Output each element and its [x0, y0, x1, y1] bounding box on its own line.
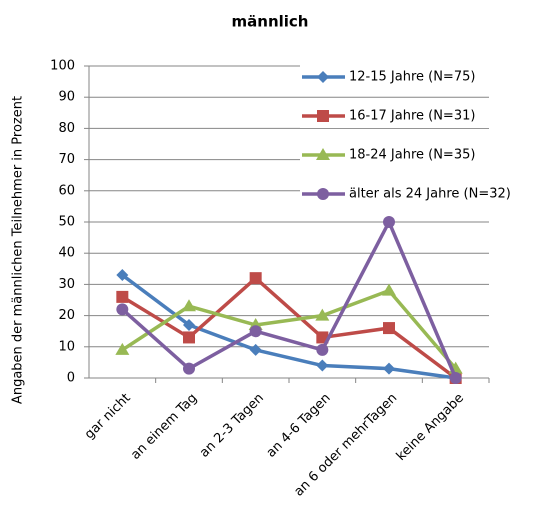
marker [315, 308, 330, 321]
marker [116, 290, 129, 303]
marker [249, 325, 262, 338]
marker [183, 362, 195, 375]
marker [316, 359, 329, 372]
x-tick-label: an 4-6 Tagen [264, 391, 334, 461]
marker [317, 110, 329, 122]
marker [383, 362, 395, 375]
y-axis-label: Angaben der männlichen Teilnehmer in Pro… [11, 96, 26, 404]
y-tick-label: 100 [50, 59, 75, 74]
legend: 12-15 Jahre (N=75) 16-17 Jahre (N=31) 18-2… [300, 65, 536, 206]
marker [449, 372, 462, 384]
marker [249, 272, 262, 285]
x-tick-label: an einem Tag [128, 391, 200, 463]
marker [316, 148, 330, 160]
marker [317, 188, 329, 200]
marker [316, 343, 329, 356]
series-line [121, 288, 457, 370]
legend-label: 18-24 Jahre (N=35) [349, 148, 475, 163]
marker [115, 342, 130, 355]
marker [116, 303, 129, 316]
marker [249, 343, 262, 356]
series-line [121, 220, 458, 379]
legend-label: 12-15 Jahre (N=75) [349, 70, 475, 85]
y-tick-label: 60 [58, 183, 75, 198]
marker [317, 71, 329, 83]
marker [116, 269, 129, 282]
legend-label: 16-17 Jahre (N=31) [349, 109, 475, 124]
x-tick-label: gar nicht [82, 391, 134, 443]
y-tick-label: 30 [58, 277, 75, 292]
y-tick-label: 20 [58, 308, 75, 323]
series-line [121, 273, 456, 380]
y-tick-label: 90 [58, 90, 75, 105]
y-tick-label: 70 [58, 152, 75, 167]
marker [183, 331, 195, 344]
legend-label: älter als 24 Jahre (N=32) [349, 187, 511, 202]
x-tick-label: an 2-3 Tagen [197, 391, 267, 461]
marker [382, 283, 396, 296]
chart-title: männlich [232, 13, 309, 31]
x-tick-label: keine Angabe [394, 391, 467, 464]
y-tick-label: 50 [58, 215, 75, 230]
mark-layer [115, 216, 463, 384]
y-tick-label: 0 [67, 371, 75, 386]
y-tick-label: 10 [58, 339, 75, 354]
marker [182, 299, 196, 312]
series-line [121, 276, 457, 380]
marker [383, 322, 395, 335]
y-tick-label: 40 [58, 246, 75, 261]
marker [383, 216, 395, 228]
y-tick-label: 80 [58, 121, 75, 136]
marker [183, 318, 195, 331]
